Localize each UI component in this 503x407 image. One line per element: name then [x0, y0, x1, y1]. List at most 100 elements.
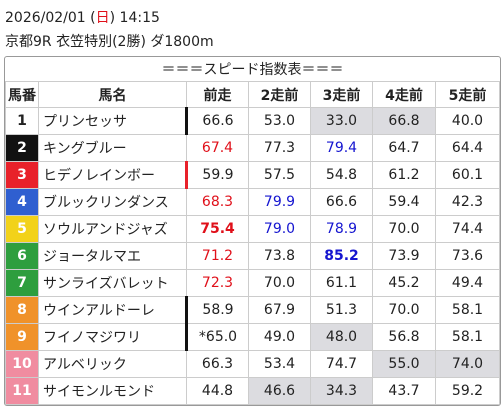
- horse-name: サンライズバレット: [38, 269, 187, 297]
- table-row: 9 フイノマジワリ *65.0 49.0 48.0 56.8 58.1: [5, 323, 500, 351]
- horse-name: アルベリック: [38, 350, 187, 378]
- horse-number: 4: [5, 188, 39, 216]
- speed-index: 71.2: [186, 242, 249, 270]
- speed-index: 78.9: [310, 215, 373, 243]
- speed-index: 33.0: [310, 107, 373, 135]
- speed-index: 58.1: [435, 323, 500, 351]
- table-row: 8 ウインアルドーレ 58.9 67.9 51.3 70.0 58.1: [5, 296, 500, 324]
- table-row: 3 ヒデノレインボー 59.9 57.5 54.8 61.2 60.1: [5, 161, 500, 189]
- column-header: 馬番: [5, 81, 39, 108]
- speed-index: 49.0: [248, 323, 311, 351]
- horse-number: 1: [5, 107, 39, 135]
- speed-index: 59.2: [435, 377, 500, 405]
- speed-index: 59.4: [372, 188, 436, 216]
- horse-name: サイモンルモンド: [38, 377, 187, 405]
- speed-index: 57.5: [248, 161, 311, 189]
- speed-index: 74.7: [310, 350, 373, 378]
- horse-number: 7: [5, 269, 39, 297]
- speed-index: 74.4: [435, 215, 500, 243]
- table-row: 5 ソウルアンドジャズ 75.4 79.0 78.9 70.0 74.4: [5, 215, 500, 243]
- speed-index: 66.6: [310, 188, 373, 216]
- speed-index: 45.2: [372, 269, 436, 297]
- header-row: 馬番 馬名 前走 2走前 3走前 4走前 5走前: [5, 81, 500, 108]
- speed-index: 79.0: [248, 215, 311, 243]
- horse-number: 9: [5, 323, 39, 351]
- speed-index: 67.9: [248, 296, 311, 324]
- speed-index: 72.3: [186, 269, 249, 297]
- speed-index: 73.6: [435, 242, 500, 270]
- paren: (: [90, 10, 96, 26]
- speed-index: 58.1: [435, 296, 500, 324]
- column-header: 2走前: [248, 81, 311, 108]
- speed-index: 66.3: [186, 350, 249, 378]
- speed-table-box: ＝＝＝スピード指数表＝＝＝ 馬番 馬名 前走 2走前 3走前 4走前 5走前 1 プリンセッサ 66…: [4, 56, 501, 406]
- speed-index: 40.0: [435, 107, 500, 135]
- speed-index: 53.0: [248, 107, 311, 135]
- speed-index: 79.4: [310, 134, 373, 162]
- speed-index: 55.0: [372, 350, 436, 378]
- table-row: 1 プリンセッサ 66.6 53.0 33.0 66.8 40.0: [5, 107, 500, 135]
- horse-number: 8: [5, 296, 39, 324]
- paren: ): [109, 10, 116, 26]
- header-line: 2026/02/01 (日) 14:15: [5, 7, 160, 27]
- speed-index: 73.9: [372, 242, 436, 270]
- speed-index: 70.0: [372, 215, 436, 243]
- speed-index: 42.3: [435, 188, 500, 216]
- speed-index: 61.1: [310, 269, 373, 297]
- speed-index: 79.9: [248, 188, 311, 216]
- speed-table: ＝＝＝スピード指数表＝＝＝ 馬番 馬名 前走 2走前 3走前 4走前 5走前 1 プリンセッサ 66…: [5, 57, 500, 405]
- speed-index: 67.4: [186, 134, 249, 162]
- speed-index: 51.3: [310, 296, 373, 324]
- table-row: 4 ブルックリンダンス 68.3 79.9 66.6 59.4 42.3: [5, 188, 500, 216]
- column-header: 前走: [186, 81, 249, 108]
- horse-name: ヒデノレインボー: [38, 161, 187, 189]
- race-info: 京都9R 衣笠特別(2勝) ダ1800m: [5, 34, 214, 50]
- column-header: 馬名: [38, 81, 187, 108]
- horse-name: ソウルアンドジャズ: [38, 215, 187, 243]
- column-header: 5走前: [435, 81, 500, 108]
- speed-index: 77.3: [248, 134, 311, 162]
- table-row: 10 アルベリック 66.3 53.4 74.7 55.0 74.0: [5, 350, 500, 378]
- table-row: 7 サンライズバレット 72.3 70.0 61.1 45.2 49.4: [5, 269, 500, 297]
- horse-name: フイノマジワリ: [38, 323, 187, 351]
- column-header: 3走前: [310, 81, 373, 108]
- speed-index: 46.6: [248, 377, 311, 405]
- speed-index: 48.0: [310, 323, 373, 351]
- speed-index: 60.1: [435, 161, 500, 189]
- speed-index: 73.8: [248, 242, 311, 270]
- horse-name: ブルックリンダンス: [38, 188, 187, 216]
- speed-index: 56.8: [372, 323, 436, 351]
- table-row: 6 ジョータルマエ 71.2 73.8 85.2 73.9 73.6: [5, 242, 500, 270]
- horse-name: ジョータルマエ: [38, 242, 187, 270]
- horse-number: 5: [5, 215, 39, 243]
- speed-index: 70.0: [248, 269, 311, 297]
- speed-index: 66.6: [185, 107, 249, 135]
- speed-index: 59.9: [185, 161, 249, 189]
- table-row: 11 サイモンルモンド 44.8 46.6 34.3 43.7 59.2: [5, 377, 500, 405]
- weekday: 日: [95, 10, 110, 26]
- speed-index: 75.4: [186, 215, 249, 243]
- speed-index: 66.8: [372, 107, 436, 135]
- column-header: 4走前: [372, 81, 436, 108]
- speed-index: 49.4: [435, 269, 500, 297]
- table-title: ＝＝＝スピード指数表＝＝＝: [5, 57, 500, 82]
- speed-index: 70.0: [372, 296, 436, 324]
- speed-index: 34.3: [310, 377, 373, 405]
- horse-name: キングブルー: [38, 134, 187, 162]
- speed-index: 74.0: [435, 350, 500, 378]
- speed-index: 68.3: [186, 188, 249, 216]
- table-row: 2 キングブルー 67.4 77.3 79.4 64.7 64.4: [5, 134, 500, 162]
- horse-name: ウインアルドーレ: [38, 296, 187, 324]
- title-row: ＝＝＝スピード指数表＝＝＝: [5, 57, 500, 82]
- horse-number: 11: [5, 377, 39, 405]
- speed-index: 64.7: [372, 134, 436, 162]
- speed-index: 58.9: [185, 296, 249, 324]
- horse-number: 3: [5, 161, 39, 189]
- speed-index: 43.7: [372, 377, 436, 405]
- horse-number: 6: [5, 242, 39, 270]
- speed-index: 61.2: [372, 161, 436, 189]
- speed-index: 53.4: [248, 350, 311, 378]
- speed-index: 64.4: [435, 134, 500, 162]
- speed-index: 44.8: [186, 377, 249, 405]
